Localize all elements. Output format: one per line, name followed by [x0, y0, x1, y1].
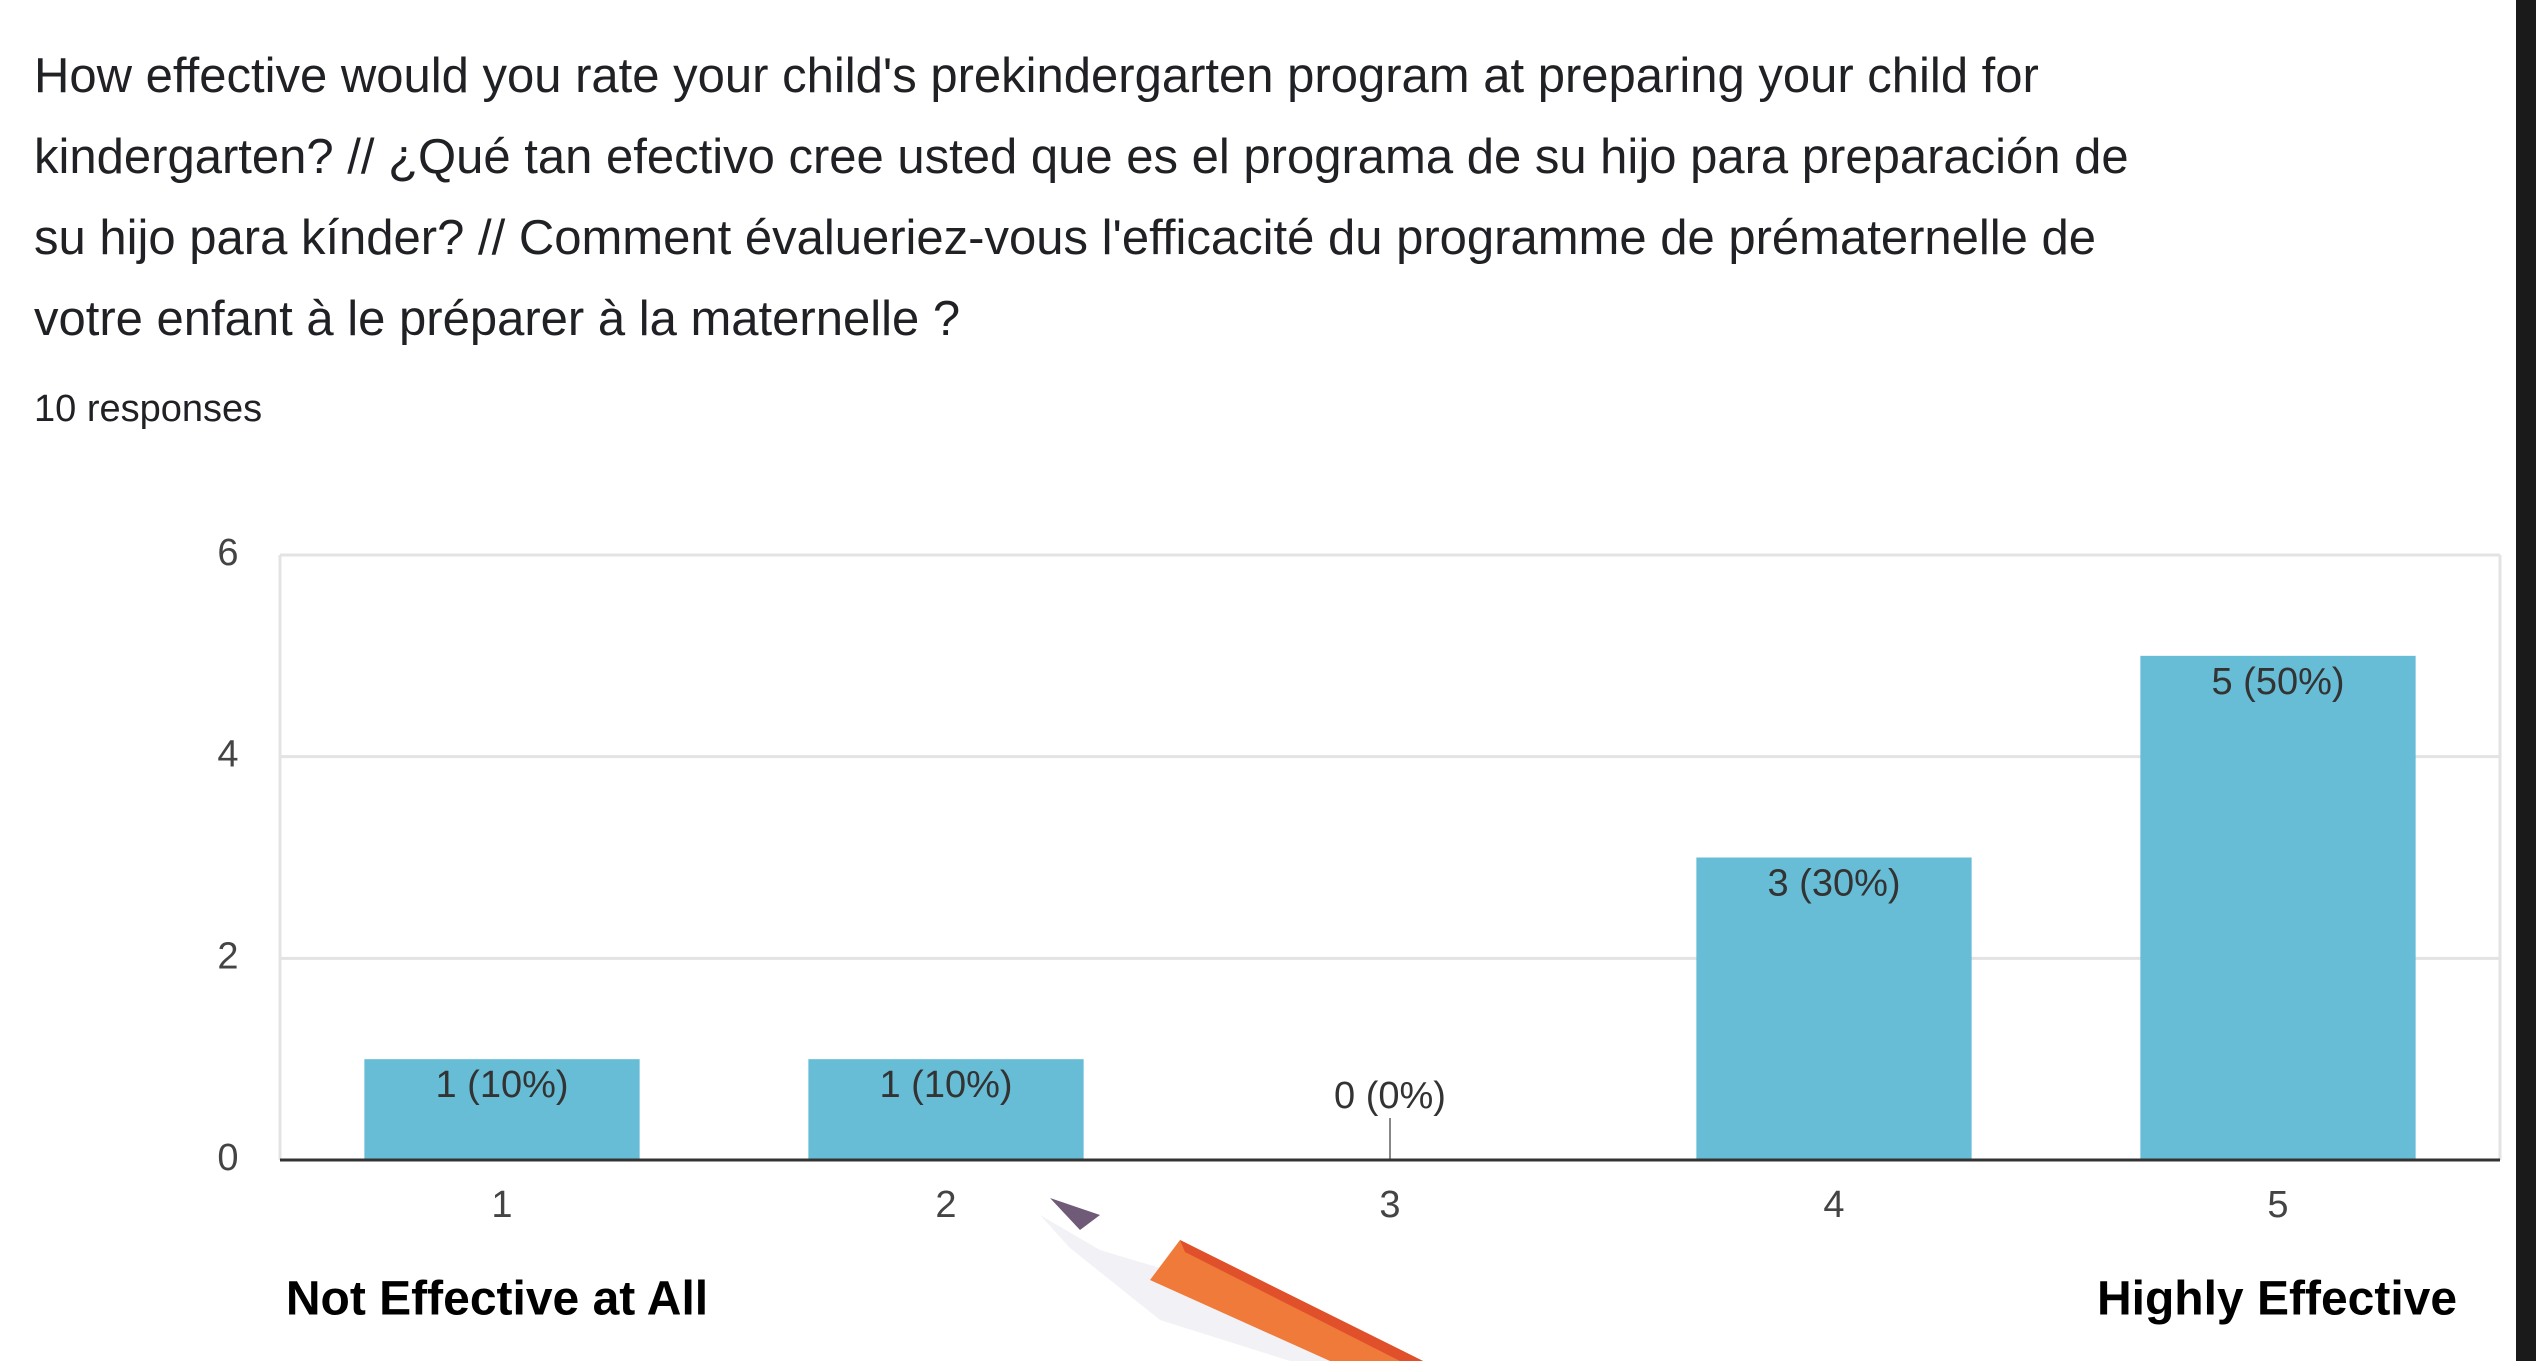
value-label: 1 (10%) — [435, 1064, 568, 1106]
pencil — [1040, 1198, 1423, 1361]
x-tick-label: 2 — [935, 1184, 956, 1226]
value-label: 0 (0%) — [1334, 1075, 1446, 1117]
value-label: 3 (30%) — [1767, 863, 1900, 905]
chart: Not Effective at All Highly Effective 0 2… — [0, 0, 2536, 1361]
x-tick-label: 5 — [2267, 1184, 2288, 1226]
page: How effective would you rate your child'… — [0, 0, 2536, 1361]
high-anchor-note: Highly Effective — [2097, 1273, 2457, 1326]
value-label: 5 (50%) — [2211, 661, 2344, 703]
low-anchor-note: Not Effective at All — [286, 1273, 708, 1326]
y-tick-label: 0 — [217, 1137, 238, 1179]
value-label: 1 (10%) — [879, 1064, 1012, 1106]
y-tick-label: 6 — [217, 532, 238, 574]
y-tick-label: 4 — [217, 734, 238, 776]
x-tick-label: 3 — [1379, 1184, 1400, 1226]
pencil-tip — [1050, 1198, 1100, 1230]
x-tick-label: 1 — [491, 1184, 512, 1226]
edge-strip — [2516, 0, 2536, 1361]
bar — [2140, 656, 2415, 1160]
x-tick-label: 4 — [1823, 1184, 1844, 1226]
y-tick-label: 2 — [217, 935, 238, 977]
